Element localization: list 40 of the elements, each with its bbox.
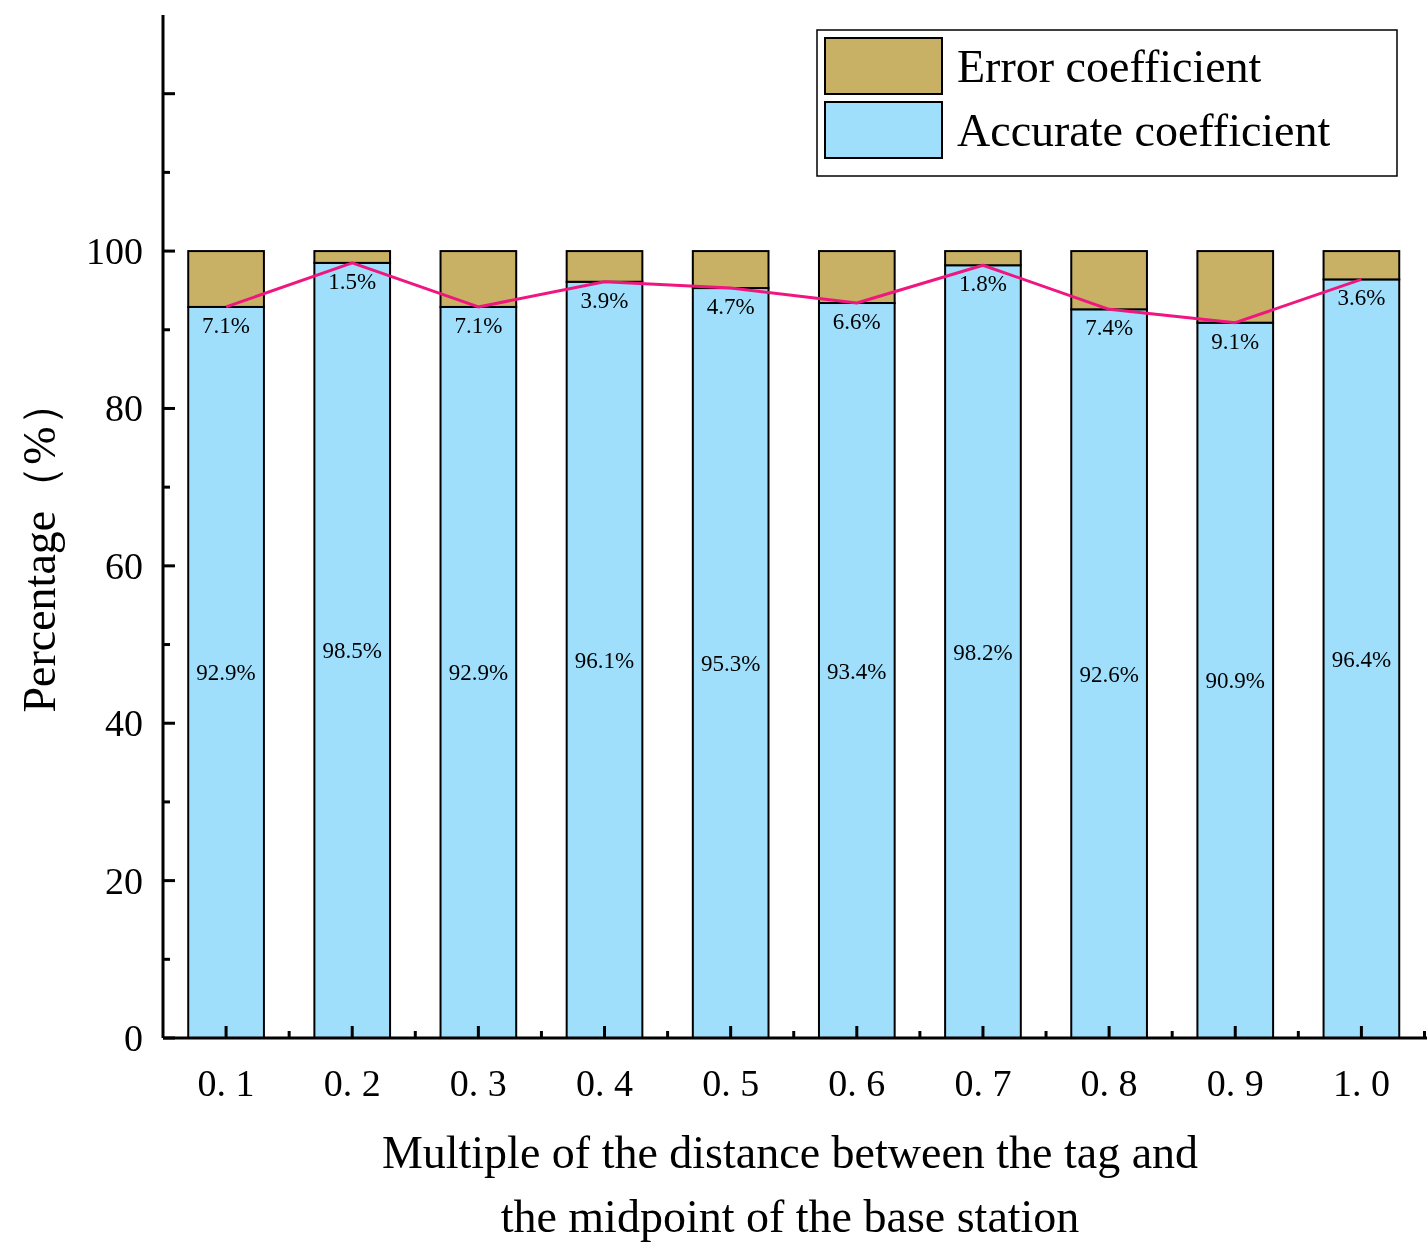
x-tick-label: 0. 3 [449,1062,507,1104]
data-label: 92.9% [448,660,509,686]
y-axis-title: Percentage（%） [14,380,65,713]
data-label: 96.4% [1331,646,1392,672]
data-label: 7.1% [454,312,503,338]
data-label: 90.9% [1205,668,1265,694]
x-tick-label: 0. 1 [197,1062,255,1104]
data-label: 93.4% [827,658,887,684]
data-label: 92.6% [1079,661,1139,687]
data-label: 7.4% [1085,315,1134,341]
y-tick-label: 60 [105,544,143,587]
data-label: 7.1% [202,312,251,338]
legend-label: Error coefficient [957,41,1262,92]
data-label: 98.2% [953,639,1013,665]
data-label: 92.9% [196,660,256,686]
legend-label: Accurate coefficient [957,105,1331,156]
data-label: 6.6% [832,309,881,335]
x-tick-label: 1. 0 [1332,1062,1390,1104]
x-tick-label: 0. 4 [576,1062,634,1104]
data-label: 1.5% [328,268,377,294]
data-label: 98.5% [322,638,382,664]
y-tick-label: 0 [124,1017,143,1059]
data-label: 3.9% [580,287,629,313]
data-label: 95.3% [700,651,761,677]
data-label: 9.1% [1211,328,1260,354]
y-tick-label: 100 [86,230,143,273]
data-label: 1.8% [959,271,1007,297]
x-tick-label: 0. 6 [828,1062,886,1104]
data-label: 96.1% [574,647,635,673]
x-tick-label: 0. 9 [1206,1062,1264,1104]
data-label: 3.6% [1337,285,1386,311]
y-tick-label: 80 [105,387,143,430]
x-tick-label: 0. 8 [1080,1062,1138,1104]
y-tick-label: 40 [105,702,143,745]
x-tick-label: 0. 5 [702,1062,760,1104]
x-tick-label: 0. 2 [323,1062,381,1104]
x-tick-label: 0. 7 [954,1062,1012,1104]
x-axis-title: Multiple of the distance between the tag and the midpoint of the base station [381,1127,1199,1242]
y-tick-label: 20 [105,859,143,902]
data-label: 4.7% [706,294,755,320]
